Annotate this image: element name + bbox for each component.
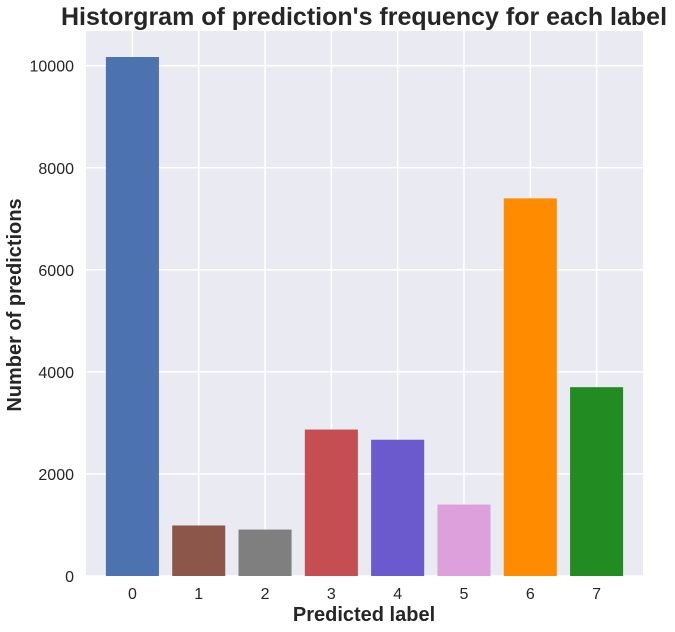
y-tick-label: 6000: [38, 263, 74, 280]
x-tick-label: 3: [327, 586, 336, 603]
x-tick-label: 1: [194, 586, 203, 603]
x-tick-label: 7: [592, 586, 601, 603]
bar-7: [570, 387, 624, 576]
x-ticks: 0 1 2 3 4 5 6 7: [128, 586, 601, 603]
bar-2: [238, 529, 292, 576]
y-tick-label: 10000: [30, 59, 75, 76]
bars: [105, 57, 624, 577]
bar-6: [503, 198, 557, 576]
bar-0: [105, 57, 159, 577]
plot-area: [86, 31, 643, 576]
chart-title: Historgram of prediction's frequency for…: [61, 3, 667, 31]
x-tick-label: 6: [526, 586, 535, 603]
bar-1: [172, 525, 226, 576]
x-tick-label: 2: [261, 586, 270, 603]
bar-5: [437, 504, 491, 576]
x-tick-label: 0: [128, 586, 137, 603]
bar-3: [304, 429, 358, 576]
x-axis-label: Predicted label: [293, 604, 435, 626]
bar-4: [371, 439, 425, 576]
y-tick-label: 8000: [38, 161, 74, 178]
y-axis-label: Number of predictions: [4, 198, 26, 411]
y-ticks: 0 2000 4000 6000 8000 10000: [30, 59, 75, 586]
y-tick-label: 4000: [38, 365, 74, 382]
y-tick-label: 2000: [38, 467, 74, 484]
y-tick-label: 0: [65, 569, 74, 586]
x-tick-label: 5: [460, 586, 469, 603]
x-tick-label: 4: [393, 586, 402, 603]
